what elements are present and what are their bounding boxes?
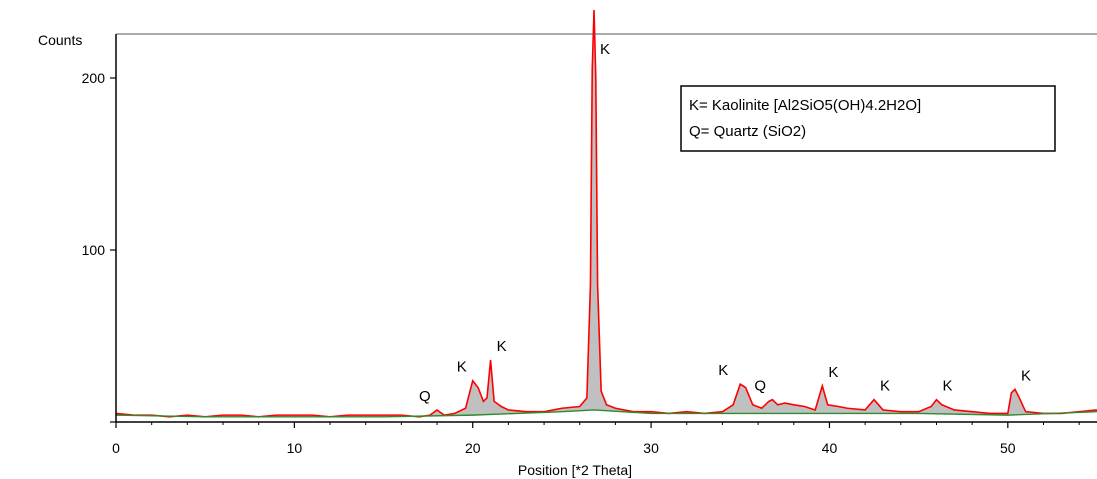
peak-label-k: K [457, 359, 467, 376]
x-tick-label: 0 [112, 440, 120, 456]
peak-label-k: K [828, 364, 838, 381]
peak-label-k: K [718, 362, 728, 379]
peak-label-k: K [1021, 367, 1031, 384]
peak-fill-layer [116, 10, 1097, 417]
x-tick-label: 50 [1000, 440, 1016, 456]
y-tick-label: 200 [82, 70, 106, 86]
diffraction-pattern-line [115, 9, 1097, 418]
peak-label-k: K [942, 378, 952, 395]
peak-label-k: K [600, 41, 610, 58]
peak-label-k: K [497, 338, 507, 355]
axes-layer [115, 33, 1097, 423]
series-layer [115, 9, 1097, 418]
background-line [115, 409, 1097, 418]
peak-label-q: Q [754, 378, 766, 395]
peak-label-k: K [880, 378, 890, 395]
peak-label-q: Q [419, 388, 431, 405]
y-tick-label: 100 [82, 242, 106, 258]
y-axis-title: Counts [38, 32, 82, 48]
legend-box: K= Kaolinite [Al2SiO5(OH)4.2H2O] Q= Quar… [680, 85, 1056, 152]
peak-label-layer: Q K K K K Q K K K K [419, 41, 1031, 405]
x-tick-label: 30 [643, 440, 659, 456]
peak-area-fill [116, 10, 1097, 417]
x-tick-label: 20 [465, 440, 481, 456]
x-axis-title: Position [*2 Theta] [518, 462, 632, 478]
x-tick-label: 40 [822, 440, 838, 456]
tick-layer: 0 10 20 30 40 50 100 200 [82, 70, 1080, 456]
legend-entry-quartz: Q= Quartz (SiO2) [689, 123, 806, 140]
x-tick-label: 10 [287, 440, 303, 456]
legend-entry-kaolinite: K= Kaolinite [Al2SiO5(OH)4.2H2O] [689, 97, 921, 114]
legend-frame [680, 85, 1056, 152]
